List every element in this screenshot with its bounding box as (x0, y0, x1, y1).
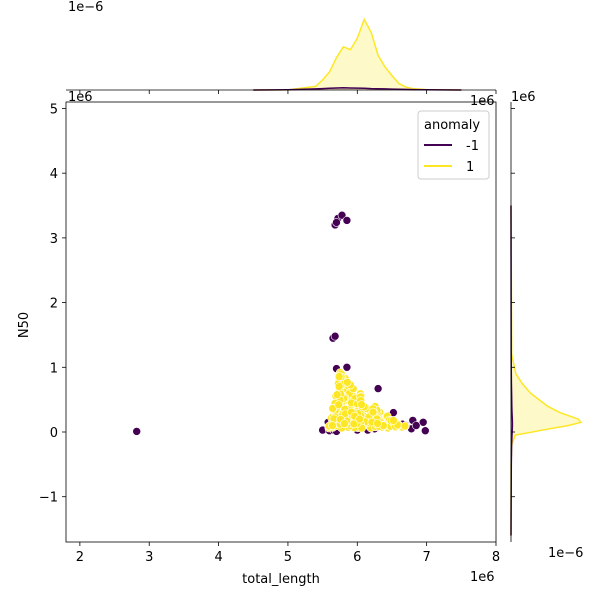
legend: anomaly -1 1 (417, 110, 490, 180)
y-tick-label: 3 (50, 232, 58, 247)
point-anomaly-neg1 (373, 384, 383, 393)
point-anomaly-pos1 (373, 419, 382, 428)
point-anomaly-neg1 (342, 362, 352, 372)
point-anomaly-pos1 (332, 390, 342, 400)
legend-entry-neg1: -1 (466, 139, 479, 154)
point-anomaly-neg1 (418, 417, 428, 427)
anomaly-neg1-points (132, 210, 430, 436)
main-axes-frame (65, 101, 497, 543)
y-offset-label: 1e6 (68, 90, 93, 105)
point-anomaly-neg1 (332, 218, 341, 227)
right-marginal-offset-label: 1e−6 (548, 546, 583, 561)
x-tick-label: 2 (76, 550, 84, 565)
legend-frame (417, 110, 490, 180)
point-anomaly-pos1 (400, 421, 410, 431)
point-anomaly-pos1 (357, 400, 366, 409)
y-tick-label: 2 (50, 297, 58, 312)
axes-frames (65, 89, 512, 543)
y-tick-label: 4 (50, 167, 58, 182)
point-anomaly-pos1 (340, 419, 349, 428)
right-kde-fill-1 (511, 205, 581, 536)
x-tick-label: 4 (214, 550, 222, 565)
y-tick-label: −1 (39, 491, 58, 506)
x-offset-label: 1e6 (470, 570, 495, 585)
x-tick-label: 8 (492, 550, 500, 565)
point-anomaly-pos1 (334, 372, 344, 381)
point-anomaly-neg1 (337, 210, 347, 220)
y-axis-label: N50 (17, 312, 32, 338)
x-tick-label: 3 (145, 550, 153, 565)
x-tick-label: 7 (423, 550, 431, 565)
top-kde-line--1 (253, 87, 462, 91)
point-anomaly-neg1 (420, 426, 430, 436)
point-anomaly-pos1 (368, 407, 378, 417)
top-kde-fill-1 (253, 19, 462, 90)
top-marginal-offset-label: 1e−6 (68, 0, 103, 15)
point-anomaly-neg1 (411, 421, 421, 430)
y-tick-label: 5 (50, 102, 58, 117)
right-marginal-kde (510, 205, 583, 536)
point-anomaly-pos1 (328, 421, 337, 430)
point-anomaly-neg1 (342, 216, 352, 225)
x-tick-label: 6 (353, 550, 361, 565)
x-axis-label: total_length (242, 572, 320, 587)
legend-entry-pos1: 1 (466, 160, 474, 175)
point-anomaly-pos1 (334, 400, 344, 410)
right-marginal-top-offset-label: 1e6 (511, 90, 536, 105)
point-anomaly-pos1 (334, 382, 344, 391)
top-marginal-kde (253, 17, 462, 91)
point-anomaly-neg1 (330, 331, 340, 341)
y-tick-label: 1 (50, 361, 58, 376)
top-kde-line-1 (253, 17, 462, 91)
y-tick-label: 0 (50, 426, 58, 441)
right-kde-line-1 (510, 205, 583, 536)
point-anomaly-pos1 (342, 377, 352, 387)
legend-title: anomaly (424, 118, 480, 133)
point-anomaly-pos1 (389, 416, 398, 425)
top-marginal-right-offset-label: 1e6 (470, 94, 495, 109)
x-tick-label: 5 (284, 550, 292, 565)
point-anomaly-pos1 (355, 414, 365, 424)
axis-ticks: 2 3 4 5 6 7 8 −1 0 1 2 3 4 5 (39, 90, 515, 565)
anomaly-pos1-points (324, 368, 410, 433)
point-anomaly-pos1 (349, 419, 359, 429)
point-anomaly-neg1 (132, 427, 141, 436)
